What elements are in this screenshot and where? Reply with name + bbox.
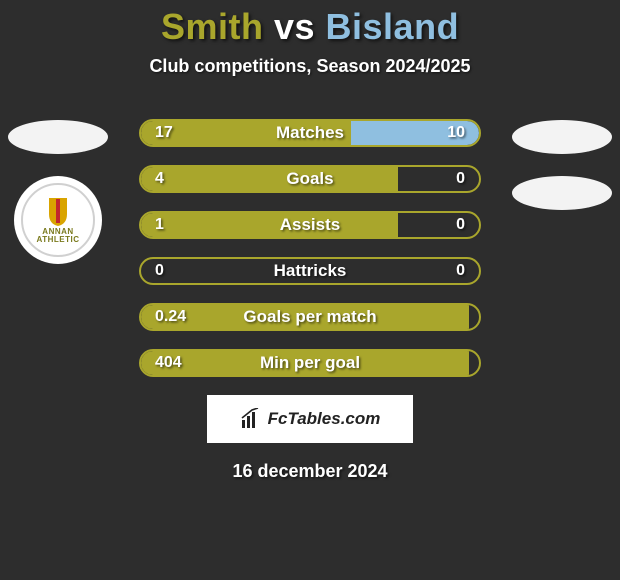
title-vs: vs [274, 6, 315, 47]
chart-icon [240, 408, 262, 430]
bar-left-value: 0 [155, 259, 164, 283]
comparison-infographic: Smith vs Bisland Club competitions, Seas… [0, 0, 620, 580]
bar-left-fill [141, 167, 398, 191]
bar-left-fill [141, 305, 469, 329]
badge-text-bottom: ATHLETIC [37, 236, 80, 244]
subtitle: Club competitions, Season 2024/2025 [0, 56, 620, 77]
right-side-column [512, 120, 612, 232]
player2-photo-placeholder [512, 120, 612, 154]
comparison-bars: 1710Matches40Goals10Assists00Hattricks0.… [139, 119, 481, 377]
logo-text: FcTables.com [268, 409, 381, 429]
bar-label: Hattricks [141, 259, 479, 283]
date-label: 16 december 2024 [0, 461, 620, 482]
bar-row: 10Assists [139, 211, 481, 239]
bar-row: 40Goals [139, 165, 481, 193]
bar-left-fill [141, 121, 351, 145]
badge-inner: ANNAN ATHLETIC [21, 183, 95, 257]
bar-left-fill [141, 351, 469, 375]
bar-row: 0 0Hattricks [139, 257, 481, 285]
bar-left-fill [141, 213, 398, 237]
bar-right-value: 0 [456, 213, 465, 237]
title-player1: Smith [161, 6, 264, 47]
player1-club-badge: ANNAN ATHLETIC [14, 176, 102, 264]
bar-row: 1710Matches [139, 119, 481, 147]
bar-row: 404Min per goal [139, 349, 481, 377]
title-player2: Bisland [326, 6, 460, 47]
bar-right-value: 0 [456, 167, 465, 191]
left-side-column: ANNAN ATHLETIC [8, 120, 108, 264]
player2-club-placeholder [512, 176, 612, 210]
fctables-logo: FcTables.com [207, 395, 413, 443]
player1-photo-placeholder [8, 120, 108, 154]
page-title: Smith vs Bisland [0, 6, 620, 48]
bar-right-fill [351, 121, 479, 145]
bar-right-value: 0 [456, 259, 465, 283]
shield-icon [47, 196, 69, 226]
bar-row: 0.24Goals per match [139, 303, 481, 331]
